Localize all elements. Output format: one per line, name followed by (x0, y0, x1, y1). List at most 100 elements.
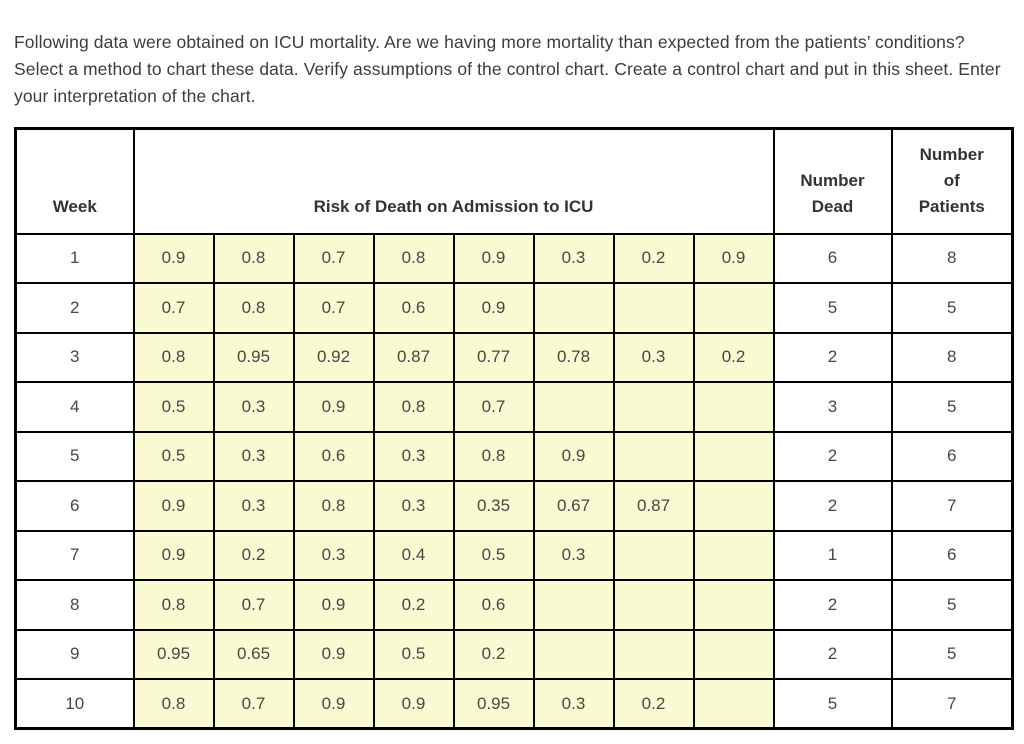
risk-cell: 0.9 (292, 579, 375, 631)
risk-cell: 0.95 (132, 628, 215, 680)
number-dead-header: Number Dead (772, 127, 893, 235)
risk-cell: 0.3 (532, 529, 615, 581)
patients-cell: 5 (890, 628, 1014, 680)
risk-cell: 0.95 (212, 331, 295, 383)
risk-cell: 0.9 (292, 381, 375, 433)
risk-cell: 0.65 (212, 628, 295, 680)
risk-cell: 0.8 (212, 282, 295, 334)
risk-cell: 0.9 (292, 628, 375, 680)
risk-cell: 0.8 (372, 381, 455, 433)
risk-cell: 0.9 (132, 529, 215, 581)
dead-cell: 3 (772, 381, 893, 433)
week-cell: 10 (14, 678, 135, 730)
risk-cell: 0.5 (132, 381, 215, 433)
risk-cell: 0.5 (452, 529, 535, 581)
risk-cell (612, 282, 695, 334)
risk-cell: 0.2 (612, 678, 695, 730)
table-row: 2 0.7 0.8 0.7 0.6 0.9 5 5 (14, 282, 1014, 334)
patients-cell: 7 (890, 480, 1014, 532)
table-row: 4 0.5 0.3 0.9 0.8 0.7 3 5 (14, 381, 1014, 433)
risk-cell (692, 282, 775, 334)
dead-cell: 2 (772, 331, 893, 383)
risk-cell (692, 628, 775, 680)
risk-cell: 0.78 (532, 331, 615, 383)
risk-cell: 0.8 (132, 579, 215, 631)
risk-cell: 0.87 (612, 480, 695, 532)
risk-cell: 0.3 (532, 232, 615, 284)
patients-cell: 8 (890, 331, 1014, 383)
week-cell: 3 (14, 331, 135, 383)
risk-cell: 0.3 (212, 381, 295, 433)
patients-cell: 6 (890, 430, 1014, 482)
risk-cell (692, 480, 775, 532)
risk-cell: 0.7 (292, 282, 375, 334)
dead-cell: 2 (772, 628, 893, 680)
risk-cell: 0.8 (452, 430, 535, 482)
table-row: 1 0.9 0.8 0.7 0.8 0.9 0.3 0.2 0.9 6 8 (14, 232, 1014, 284)
risk-cell: 0.9 (132, 480, 215, 532)
risk-cell (692, 430, 775, 482)
risk-cell: 0.3 (532, 678, 615, 730)
risk-cell (612, 381, 695, 433)
risk-cell: 0.2 (212, 529, 295, 581)
risk-cell: 0.9 (372, 678, 455, 730)
risk-cell (612, 430, 695, 482)
risk-cell: 0.35 (452, 480, 535, 532)
risk-cell: 0.9 (452, 232, 535, 284)
risk-cell: 0.2 (692, 331, 775, 383)
risk-cell: 0.2 (452, 628, 535, 680)
table-row: 9 0.95 0.65 0.9 0.5 0.2 2 5 (14, 628, 1014, 680)
risk-cell: 0.3 (212, 430, 295, 482)
risk-cell: 0.3 (612, 331, 695, 383)
risk-cell: 0.6 (372, 282, 455, 334)
risk-header: Risk of Death on Admission to ICU (132, 127, 775, 235)
risk-cell: 0.67 (532, 480, 615, 532)
patients-cell: 8 (890, 232, 1014, 284)
week-header: Week (14, 127, 135, 235)
dead-cell: 1 (772, 529, 893, 581)
dead-cell: 2 (772, 579, 893, 631)
risk-cell (612, 579, 695, 631)
week-cell: 9 (14, 628, 135, 680)
header-row: Week Risk of Death on Admission to ICU N… (14, 127, 1014, 235)
risk-cell: 0.9 (452, 282, 535, 334)
risk-cell: 0.92 (292, 331, 375, 383)
dead-cell: 2 (772, 430, 893, 482)
table-row: 8 0.8 0.7 0.9 0.2 0.6 2 5 (14, 579, 1014, 631)
risk-cell (692, 579, 775, 631)
risk-cell (532, 628, 615, 680)
risk-cell: 0.3 (212, 480, 295, 532)
risk-cell: 0.3 (292, 529, 375, 581)
risk-cell: 0.7 (292, 232, 375, 284)
week-cell: 2 (14, 282, 135, 334)
risk-cell: 0.7 (212, 678, 295, 730)
risk-cell (532, 282, 615, 334)
table-row: 6 0.9 0.3 0.8 0.3 0.35 0.67 0.87 2 7 (14, 480, 1014, 532)
risk-cell: 0.95 (452, 678, 535, 730)
risk-cell (692, 678, 775, 730)
risk-cell: 0.3 (372, 480, 455, 532)
table-row: 10 0.8 0.7 0.9 0.9 0.95 0.3 0.2 5 7 (14, 678, 1014, 730)
table-header: Week Risk of Death on Admission to ICU N… (14, 127, 1014, 235)
week-cell: 8 (14, 579, 135, 631)
risk-cell: 0.2 (372, 579, 455, 631)
risk-cell: 0.5 (132, 430, 215, 482)
risk-cell: 0.8 (132, 678, 215, 730)
week-cell: 4 (14, 381, 135, 433)
risk-cell: 0.4 (372, 529, 455, 581)
risk-cell: 0.6 (292, 430, 375, 482)
dead-cell: 2 (772, 480, 893, 532)
instructions-paragraph: Following data were obtained on ICU mort… (14, 31, 1001, 106)
week-cell: 5 (14, 430, 135, 482)
risk-cell: 0.7 (212, 579, 295, 631)
patients-cell: 6 (890, 529, 1014, 581)
week-cell: 7 (14, 529, 135, 581)
risk-cell (612, 529, 695, 581)
risk-cell: 0.9 (692, 232, 775, 284)
patients-cell: 7 (890, 678, 1014, 730)
week-cell: 1 (14, 232, 135, 284)
risk-cell (532, 579, 615, 631)
risk-cell: 0.5 (372, 628, 455, 680)
risk-cell: 0.87 (372, 331, 455, 383)
patients-cell: 5 (890, 381, 1014, 433)
